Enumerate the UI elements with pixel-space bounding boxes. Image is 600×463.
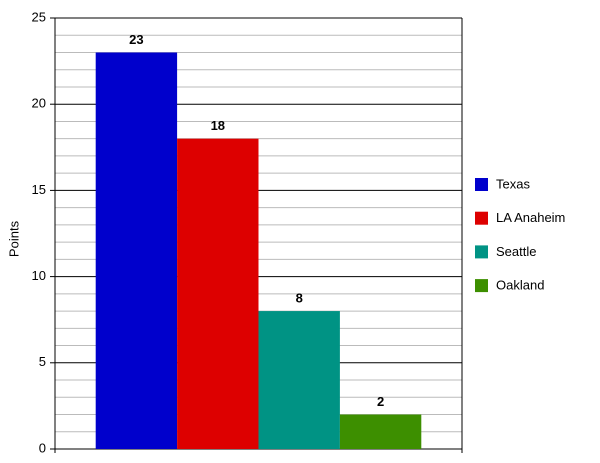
data-label: 23: [129, 32, 143, 47]
bar: [95, 52, 178, 449]
y-tick-label: 25: [32, 9, 46, 24]
legend-label: Seattle: [496, 244, 536, 259]
legend-swatch: [475, 245, 488, 259]
legend-swatch: [475, 279, 488, 293]
y-tick-label: 15: [32, 182, 46, 197]
legend-swatch: [475, 211, 488, 225]
legend-swatch: [475, 178, 488, 191]
data-label: 18: [211, 118, 225, 133]
bar: [177, 138, 259, 449]
data-label: 2: [377, 394, 384, 409]
legend-label: LA Anaheim: [496, 210, 565, 225]
y-tick-label: 10: [32, 268, 46, 283]
y-tick-label: 20: [32, 96, 46, 111]
y-tick-label: 0: [39, 440, 46, 455]
y-tick-label: 5: [39, 354, 46, 369]
data-label: 8: [296, 291, 303, 306]
legend-label: Texas: [496, 176, 530, 191]
bar: [258, 311, 340, 449]
bar: [339, 414, 422, 449]
legend-label: Oakland: [496, 278, 544, 293]
y-axis-label: Points: [6, 220, 21, 257]
